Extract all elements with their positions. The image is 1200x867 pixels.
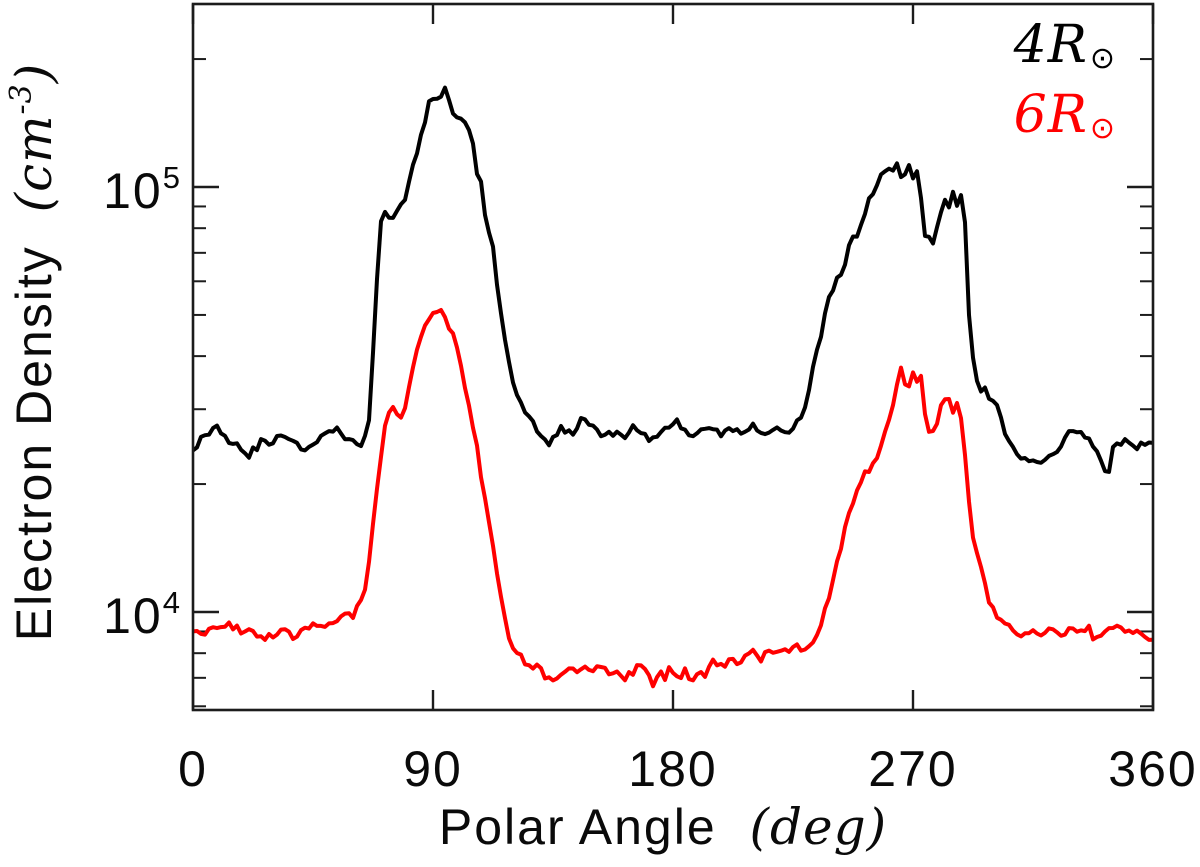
y-axis-unit-exponent: -3 — [4, 83, 39, 115]
x-axis-unit: (deg) — [749, 798, 888, 856]
legend-entry-4rsun: 4R⊙ — [1013, 15, 1116, 76]
sun-symbol: ⊙ — [1089, 41, 1116, 76]
y-axis-title: Electron Density (cm-3) — [4, 63, 63, 642]
legend-entry-6rsun: 6R⊙ — [1013, 85, 1116, 146]
x-tick-label: 360 — [1108, 741, 1198, 797]
y-tick-exponent: 4 — [162, 585, 180, 620]
x-tick-label: 180 — [628, 741, 718, 797]
x-tick-label: 270 — [868, 741, 958, 797]
curve-6rsun — [193, 308, 1153, 689]
sun-symbol: ⊙ — [1089, 111, 1116, 146]
x-axis-title-text: Polar Angle — [438, 799, 717, 855]
plot-frame — [191, 2, 1155, 712]
x-axis-title: Polar Angle (deg) — [439, 798, 887, 856]
legend: 4R⊙ 6R⊙ — [1013, 14, 1116, 154]
y-tick-exponent: 5 — [162, 160, 180, 195]
y-axis-title-text: Electron Density — [6, 245, 62, 642]
x-tick-label: 0 — [178, 741, 208, 797]
y-tick-label: 104 — [103, 585, 180, 644]
y-tick-label: 105 — [103, 160, 180, 219]
curve-4rsun — [193, 85, 1153, 474]
x-tick-label: 90 — [403, 741, 463, 797]
